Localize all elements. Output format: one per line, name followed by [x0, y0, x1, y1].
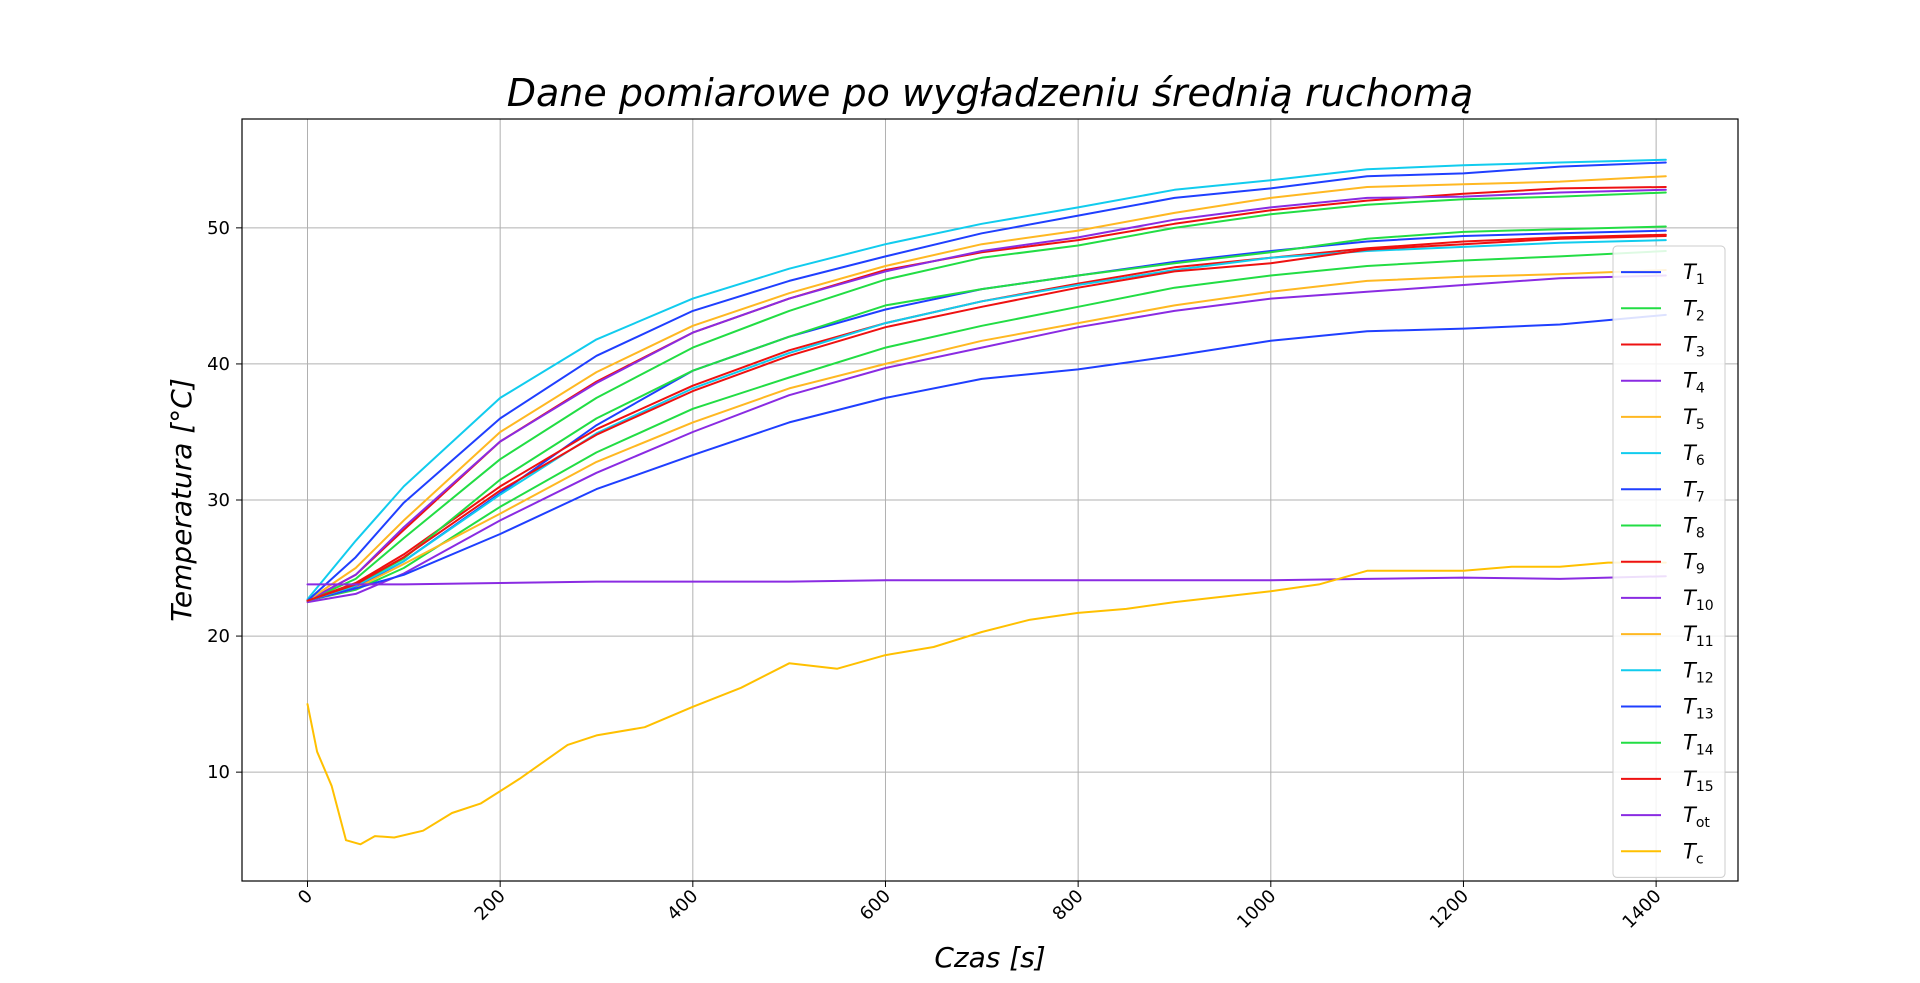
x-tick-label: 400 — [663, 886, 702, 925]
y-tick-label: 50 — [207, 218, 230, 239]
legend-label-subscript: 7 — [1696, 489, 1705, 505]
legend-label-subscript: 10 — [1696, 598, 1714, 614]
legend-label-subscript: 6 — [1696, 453, 1705, 469]
series-line-T-c — [306, 561, 1667, 846]
legend-label-subscript: ot — [1696, 815, 1711, 831]
series-line-T-10 — [306, 188, 1667, 602]
grid-lines — [242, 119, 1738, 881]
x-axis-label: Czas [s] — [934, 941, 1045, 974]
legend-label-subscript: 14 — [1696, 743, 1714, 759]
series-line-T-12 — [306, 239, 1667, 602]
series-line-T-7 — [306, 313, 1667, 602]
x-tick-label: 1400 — [1618, 886, 1665, 933]
axis-ticks: 0 200 400 600 800 1000 1200 1400 10 20 30 40 50 — [207, 218, 1666, 933]
series-line-T-3 — [306, 186, 1667, 602]
legend: T1T2T3T4T5T6T7T8T9T10T11T12T13T14T15TotT… — [1612, 245, 1726, 878]
y-tick-label: 40 — [207, 354, 230, 375]
legend-label-subscript: 1 — [1696, 272, 1705, 288]
x-tick-label: 200 — [471, 886, 510, 925]
series-line-T-4 — [306, 274, 1667, 604]
y-tick-label: 30 — [207, 490, 230, 511]
series-line-T-14 — [306, 225, 1667, 602]
series-line-T-9 — [306, 233, 1667, 602]
series-line-T-1 — [306, 229, 1667, 602]
y-axis-label: Temperatura [°C] — [165, 378, 198, 622]
legend-label-subscript: 5 — [1696, 417, 1705, 433]
series-lines — [306, 158, 1667, 846]
x-tick-label: 0 — [294, 886, 317, 909]
series-line-T-ot — [306, 575, 1667, 586]
legend-label-subscript: 11 — [1696, 634, 1714, 650]
legend-label-subscript: 12 — [1696, 670, 1714, 686]
x-tick-label: 1200 — [1426, 886, 1473, 933]
legend-label-subscript: 4 — [1696, 381, 1705, 397]
series-line-T-8 — [306, 191, 1667, 602]
chart-title: Dane pomiarowe po wygładzeniu średnią ru… — [507, 71, 1473, 115]
series-line-T-5 — [306, 269, 1667, 602]
y-tick-label: 10 — [207, 762, 230, 783]
x-tick-label: 800 — [1049, 886, 1088, 925]
legend-label-subscript: 2 — [1696, 308, 1705, 324]
x-tick-label: 1000 — [1233, 886, 1280, 933]
legend-label-subscript: 13 — [1696, 707, 1714, 723]
series-line-T-11 — [306, 175, 1667, 602]
series-line-T-6 — [306, 158, 1667, 601]
series-line-T-15 — [306, 235, 1667, 602]
x-tick-label: 600 — [856, 886, 895, 925]
legend-label-subscript: 15 — [1696, 779, 1714, 795]
legend-label-subscript: c — [1696, 851, 1704, 867]
legend-label-subscript: 3 — [1696, 345, 1705, 361]
legend-label-subscript: 8 — [1696, 526, 1705, 542]
y-tick-label: 20 — [207, 626, 230, 647]
series-line-T-13 — [306, 161, 1667, 602]
legend-box — [1612, 245, 1726, 878]
legend-label-subscript: 9 — [1696, 562, 1705, 578]
series-line-T-2 — [306, 250, 1667, 602]
